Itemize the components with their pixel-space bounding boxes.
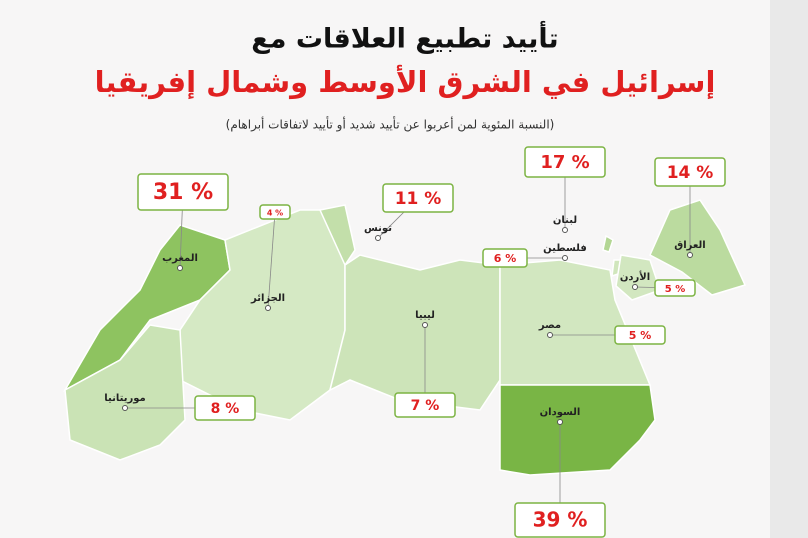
value-label: 7 %	[411, 398, 440, 414]
location-dot	[557, 419, 563, 425]
map-labels: المغرب 31 % الجزائر 4 % تونس 11 % ليبيا 7 % موري…	[104, 146, 726, 538]
title-line-2: إسرائيل في الشرق الأوسط وشمال إفريقيا	[95, 64, 716, 100]
country-name: فلسطين	[543, 243, 587, 254]
country-name: الأردن	[620, 270, 650, 283]
country-shape	[318, 204, 356, 267]
location-dot	[177, 265, 183, 271]
value-label: 8 %	[211, 401, 240, 417]
country-name: الجزائر	[250, 293, 285, 304]
location-dot	[547, 332, 553, 338]
location-dot	[632, 284, 638, 290]
value-box	[614, 325, 666, 345]
location-dot	[375, 235, 381, 241]
value-label: 5 %	[629, 329, 652, 342]
value-box	[654, 279, 696, 297]
country-name: لبنان	[553, 215, 577, 226]
location-dot	[122, 405, 128, 411]
leader-line	[267, 211, 276, 309]
country-name: السودان	[540, 407, 581, 418]
map-shapes	[62, 199, 747, 476]
country-shape	[64, 324, 186, 461]
value-label: 17 %	[540, 152, 589, 173]
country-name: المغرب	[162, 253, 198, 264]
location-dot	[562, 227, 568, 233]
country-shape	[615, 254, 661, 301]
country-name: موريتانيا	[104, 393, 145, 404]
value-box	[514, 502, 606, 538]
value-label: 5 %	[665, 284, 685, 295]
value-box	[259, 204, 291, 220]
value-label: 31 %	[153, 180, 213, 205]
value-label: 6 %	[494, 252, 517, 265]
value-label: 39 %	[533, 508, 588, 532]
country-shape	[649, 199, 747, 296]
country-name: العراق	[674, 240, 705, 251]
country-name: مصر	[538, 320, 561, 331]
value-box	[382, 183, 454, 213]
value-box	[654, 157, 726, 187]
title-line-1: تأييد تطبيع العلاقات مع	[251, 21, 558, 55]
value-box	[137, 173, 229, 211]
side-strip	[770, 0, 808, 538]
location-dot	[422, 322, 428, 328]
location-dot	[562, 255, 568, 261]
country-shape	[602, 234, 614, 253]
country-shape	[328, 254, 501, 411]
value-box	[524, 146, 606, 178]
value-label: 14 %	[667, 163, 714, 183]
value-label: 11 %	[395, 189, 442, 209]
country-name: ليبيا	[415, 310, 435, 321]
location-dot	[687, 252, 693, 258]
location-dot	[265, 305, 271, 311]
value-box	[394, 392, 456, 418]
country-name: تونس	[364, 223, 392, 234]
value-label: 4 %	[267, 209, 283, 218]
value-box	[194, 395, 256, 421]
subtitle: (النسبة المئوية لمن أعربوا عن تأييد شديد…	[226, 116, 555, 133]
value-box	[482, 248, 528, 268]
country-shape	[499, 384, 656, 476]
